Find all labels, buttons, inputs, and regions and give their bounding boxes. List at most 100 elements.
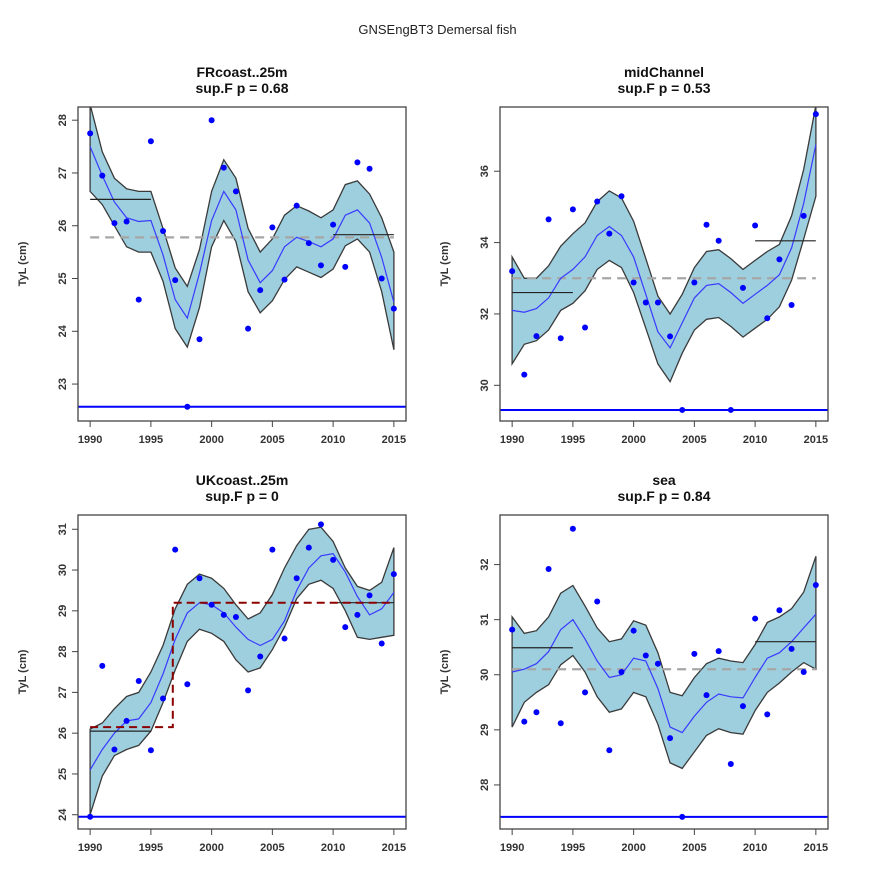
data-point <box>752 222 759 229</box>
data-point <box>160 695 167 702</box>
data-point <box>630 627 637 634</box>
panel-subtitle: sup.F p = 0 <box>205 488 279 504</box>
plot-area <box>78 107 406 410</box>
data-point <box>293 575 300 582</box>
x-tick-label: 2015 <box>804 434 828 446</box>
y-tick-label: 30 <box>479 669 491 681</box>
data-point <box>390 571 397 578</box>
y-tick-label: 25 <box>57 768 69 780</box>
plot-area <box>78 521 406 820</box>
x-tick-label: 1990 <box>78 434 102 446</box>
data-point <box>667 333 674 340</box>
data-point <box>378 640 385 647</box>
y-tick-label: 28 <box>57 114 69 126</box>
x-tick-label: 2000 <box>621 842 645 854</box>
breakpoint-fit-line <box>90 601 394 729</box>
data-point <box>557 720 564 727</box>
data-point <box>232 613 239 620</box>
data-point <box>305 544 312 551</box>
plot-frame <box>77 514 407 830</box>
x-tick-label: 1995 <box>139 842 163 854</box>
data-point <box>703 221 710 228</box>
y-tick-label: 24 <box>57 324 69 337</box>
data-point <box>257 287 264 294</box>
x-tick-label: 2000 <box>199 842 223 854</box>
data-point <box>715 237 722 244</box>
data-point <box>147 138 154 145</box>
data-point <box>642 652 649 659</box>
x-tick-label: 1990 <box>500 842 524 854</box>
y-tick-label: 27 <box>57 167 69 179</box>
panel-title: midChannel <box>624 64 704 80</box>
y-tick-label: 31 <box>57 523 69 535</box>
data-point <box>269 546 276 553</box>
x-tick-label: 2000 <box>621 434 645 446</box>
data-point <box>342 263 349 270</box>
data-point <box>111 220 118 227</box>
fitted-trend-line <box>89 146 395 320</box>
data-point <box>739 284 746 291</box>
x-tick-label: 1995 <box>561 434 585 446</box>
x-tick-label: 1995 <box>139 434 163 446</box>
data-point <box>594 198 601 205</box>
data-point <box>545 216 552 223</box>
data-point <box>281 276 288 283</box>
x-tick-label: 2015 <box>382 434 406 446</box>
data-point <box>776 256 783 263</box>
data-point <box>703 692 710 699</box>
data-point <box>679 406 686 413</box>
y-tick-label: 26 <box>57 727 69 739</box>
data-point <box>366 592 373 599</box>
data-point <box>752 615 759 622</box>
data-point <box>366 165 373 172</box>
plot-frame <box>499 106 829 422</box>
panel-title: FRcoast..25m <box>196 64 287 80</box>
y-tick-label: 27 <box>57 686 69 698</box>
data-point <box>354 611 361 618</box>
data-point <box>812 581 819 588</box>
fitted-trend-line <box>512 144 817 350</box>
y-tick-label: 28 <box>479 779 491 791</box>
data-point <box>582 689 589 696</box>
y-tick-label: 24 <box>57 808 69 821</box>
data-point <box>594 598 601 605</box>
data-point <box>545 565 552 572</box>
data-point <box>184 681 191 688</box>
data-point <box>184 403 191 410</box>
data-point <box>281 635 288 642</box>
data-point <box>208 117 215 124</box>
data-point <box>390 305 397 312</box>
data-point <box>606 747 613 754</box>
x-tick-label: 2000 <box>199 434 223 446</box>
y-tick-label: 32 <box>479 308 491 320</box>
data-point <box>160 228 167 235</box>
data-point <box>378 275 385 282</box>
data-point <box>220 164 227 171</box>
y-axis-label: TyL (cm) <box>439 649 451 694</box>
data-point <box>679 813 686 820</box>
plot-frame <box>77 106 407 422</box>
data-point <box>509 626 516 633</box>
data-point <box>764 711 771 718</box>
y-axis-label: TyL (cm) <box>439 241 451 286</box>
data-point <box>642 299 649 306</box>
confidence-band <box>89 526 395 815</box>
data-point <box>330 221 337 228</box>
data-point <box>776 607 783 614</box>
data-point <box>654 299 661 306</box>
data-point <box>569 206 576 213</box>
x-tick-label: 2005 <box>682 842 706 854</box>
data-point <box>727 760 734 767</box>
y-axis-label: TyL (cm) <box>17 241 29 286</box>
data-point <box>354 159 361 166</box>
data-point <box>521 718 528 725</box>
data-point <box>135 677 142 684</box>
data-point <box>691 279 698 286</box>
data-point <box>788 302 795 309</box>
data-point <box>245 687 252 694</box>
plot-area <box>500 525 828 820</box>
y-tick-label: 26 <box>57 220 69 232</box>
data-point <box>691 650 698 657</box>
x-tick-label: 2005 <box>682 434 706 446</box>
